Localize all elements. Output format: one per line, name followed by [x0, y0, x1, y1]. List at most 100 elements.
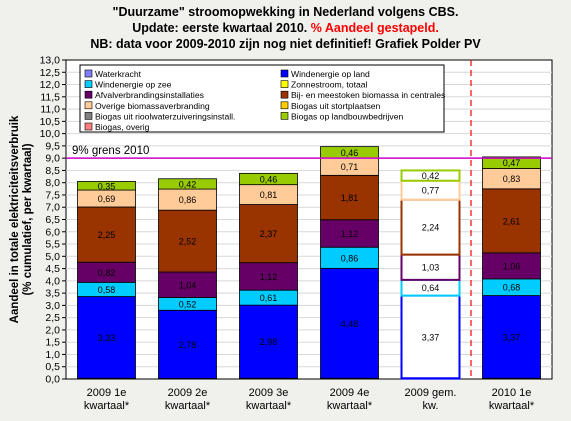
legend-swatch	[84, 112, 93, 120]
x-tick-label: kwartaal*	[84, 400, 130, 412]
data-label: 1,12	[341, 229, 359, 239]
y-tick-label: 7,5	[45, 189, 60, 201]
y-tick-label: 13,0	[40, 55, 61, 67]
legend-label: Biogas uit rioolwaterzuiveringsinstall.	[95, 111, 235, 121]
legend-label: Windenergie op land	[291, 69, 370, 79]
data-label: 0,52	[179, 299, 197, 309]
legend-swatch	[280, 90, 289, 99]
data-label: 2,98	[260, 337, 278, 347]
y-tick-label: 3,0	[45, 300, 60, 312]
data-label: 0,83	[503, 174, 521, 184]
legend-box	[79, 64, 445, 133]
data-label: 3,33	[98, 333, 116, 343]
bar-segment	[400, 198, 461, 256]
bar-segment	[158, 178, 217, 190]
y-tick-label: 2,0	[45, 324, 60, 336]
y-axis-label-line: Aandeel in totale elektriciteitsverbruik	[9, 115, 21, 323]
x-tick-label: 2010 1e	[492, 387, 532, 399]
y-tick-label: 3,5	[45, 288, 60, 300]
data-label: 1,04	[179, 280, 197, 290]
y-tick-label: 4,5	[45, 263, 60, 275]
legend-label: Bij- en meestoken biomassa in centrales	[291, 90, 445, 100]
data-label: 0,47	[503, 158, 521, 168]
legend-swatch	[280, 112, 289, 120]
y-tick-label: 9,5	[45, 140, 60, 152]
data-label: 0,46	[341, 148, 359, 158]
legend-label: Overige biomassaverbranding	[95, 101, 210, 111]
y-tick-label: 10,0	[40, 128, 61, 140]
y-tick-label: 6,5	[45, 214, 60, 226]
data-label: 2,24	[422, 223, 440, 233]
bar-segment	[239, 172, 298, 186]
legend-swatch	[84, 122, 93, 131]
y-tick-label: 7,0	[45, 202, 60, 214]
data-label: 1,03	[422, 263, 440, 273]
legend-swatch	[280, 80, 289, 88]
data-label: 3,37	[503, 332, 521, 342]
y-tick-label: 12,0	[40, 79, 61, 91]
y-tick-label: 6,0	[45, 226, 60, 238]
legend-swatch	[84, 80, 93, 88]
y-axis-label: Aandeel in totale elektriciteitsverbruik…	[9, 115, 34, 323]
y-tick-label: 2,5	[45, 312, 60, 324]
title-line-2: Update: eerste kwartaal 2010. % Aandeel …	[0, 20, 571, 36]
title-line-1: "Duurzame" stroomopwekking in Nederland …	[112, 5, 459, 19]
title-line-3: NB: data voor 2009-2010 zijn nog niet de…	[90, 37, 481, 51]
data-label: 0,81	[260, 190, 278, 200]
data-label: 2,78	[179, 340, 197, 350]
data-label: 0,61	[260, 293, 278, 303]
bar-segment	[400, 169, 461, 182]
legend-label: Afvalverbrandingsinstallaties	[95, 90, 204, 100]
data-label: 0,64	[422, 283, 440, 293]
bar-segment	[158, 209, 217, 273]
y-tick-label: 11,5	[40, 91, 60, 103]
legend-swatch	[84, 69, 93, 78]
data-label: 0,68	[503, 283, 521, 293]
title-line-2a: Update: eerste kwartaal 2010.	[132, 21, 308, 35]
data-label: 1,06	[503, 261, 521, 271]
y-tick-label: 10,5	[40, 116, 61, 128]
bar-segment	[320, 219, 379, 248]
data-label: 0,71	[341, 162, 359, 172]
data-label: 2,61	[503, 216, 521, 226]
y-tick-label: 5,5	[45, 239, 60, 251]
data-label: 0,42	[422, 171, 440, 181]
data-label: 0,69	[98, 194, 116, 204]
legend-label: Biogas, overig	[95, 122, 150, 132]
x-tick-label: 2009 1e	[87, 387, 127, 399]
x-tick-label: kw.	[423, 400, 439, 412]
data-label: 2,52	[179, 237, 197, 247]
bar-segment	[239, 262, 298, 291]
bar-segment	[482, 252, 541, 280]
bar-segment	[320, 267, 379, 379]
legend-swatch	[84, 101, 93, 110]
data-label: 0,46	[260, 175, 278, 185]
bar-segment	[77, 181, 136, 191]
bar-segment	[482, 188, 541, 254]
bar-segment	[77, 296, 136, 379]
bar-segment	[77, 206, 136, 263]
title-line-2b: % Aandeel gestapeld.	[310, 21, 439, 35]
bar-segment	[482, 156, 541, 169]
y-tick-label: 4,0	[45, 275, 60, 287]
y-tick-label: 8,0	[45, 177, 60, 189]
legend-swatch	[280, 69, 289, 78]
legend-label: Zonnestroom, totaal	[291, 80, 368, 90]
x-tick-label: 2009 4e	[330, 387, 370, 399]
data-label: 0,86	[341, 253, 359, 263]
data-label: 0,82	[98, 268, 116, 278]
data-label: 0,35	[98, 181, 116, 191]
legend-label: Waterkracht	[95, 69, 142, 79]
bar-segment	[239, 204, 298, 264]
threshold-label: 9% grens 2010	[72, 145, 149, 157]
y-tick-label: 0,0	[45, 374, 60, 386]
y-tick-label: 1,5	[45, 337, 60, 349]
x-tick-label: kwartaal*	[165, 400, 211, 412]
legend-label: Biogas op landbouwbedrijven	[291, 111, 403, 121]
legend-swatch	[280, 101, 289, 110]
bar-segment	[239, 304, 298, 379]
x-tick-label: 2009 3e	[249, 387, 289, 399]
data-label: 2,25	[98, 230, 116, 240]
x-tick-label: 2009 2e	[168, 387, 208, 399]
